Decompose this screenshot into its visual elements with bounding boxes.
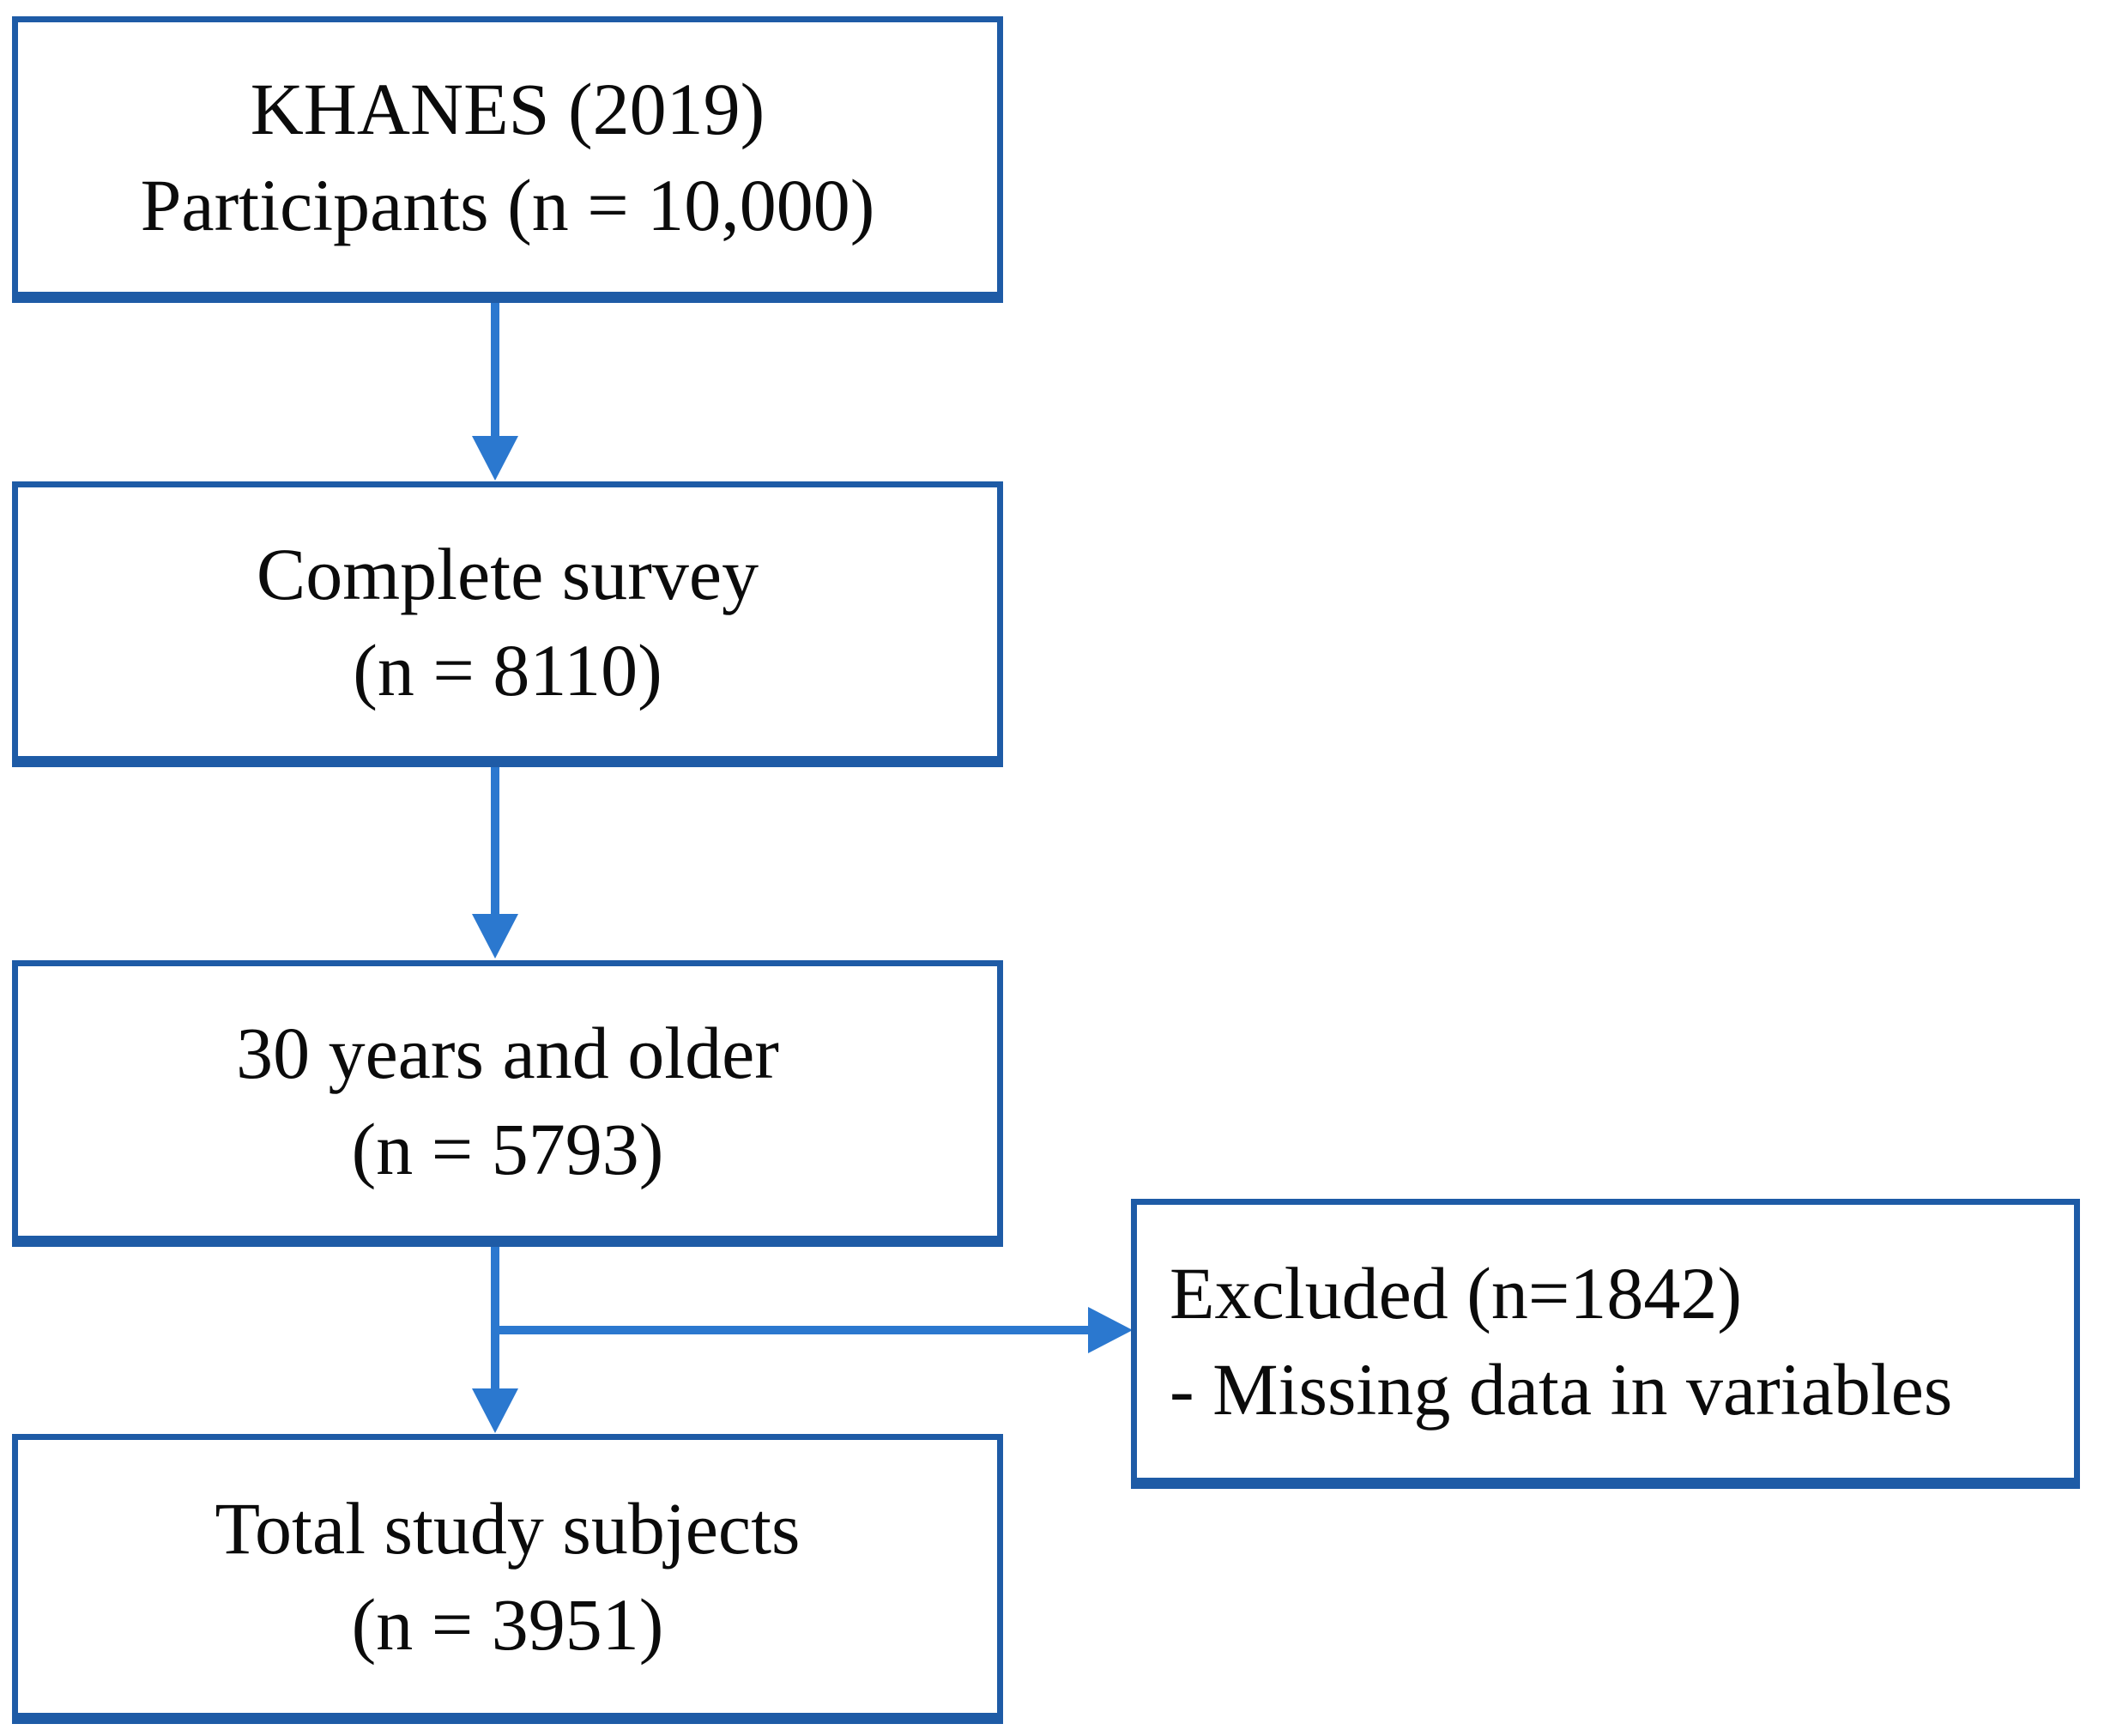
box-total-subjects: Total study subjects (n = 3951) (12, 1434, 1003, 1724)
box-participants-line2: Participants (n = 10,000) (140, 164, 875, 246)
box-complete-survey: Complete survey (n = 8110) (12, 481, 1003, 767)
box-excluded-line1: Excluded (n=1842) (1170, 1252, 1743, 1334)
box-age-30-older-line2: (n = 5793) (351, 1108, 664, 1190)
box-participants: KHANES (2019) Participants (n = 10,000) (12, 16, 1003, 303)
arrowhead-down-icon (472, 914, 518, 959)
box-age-30-older-line1: 30 years and older (236, 1012, 779, 1094)
box-age-30-older: 30 years and older (n = 5793) (12, 960, 1003, 1247)
arrow-participants-to-survey-line (491, 303, 499, 438)
box-total-subjects-line1: Total study subjects (215, 1487, 801, 1570)
box-complete-survey-line2: (n = 8110) (353, 628, 662, 711)
arrow-age-to-total-line (491, 1247, 499, 1390)
box-excluded-line2: - Missing data in variables (1170, 1348, 1953, 1431)
arrowhead-right-icon (1088, 1307, 1133, 1353)
arrow-survey-to-age-line (491, 767, 499, 916)
arrow-age-to-excluded-line (491, 1326, 1091, 1334)
arrowhead-down-icon (472, 436, 518, 481)
box-participants-line1: KHANES (2019) (250, 68, 765, 150)
arrowhead-down-icon (472, 1388, 518, 1433)
box-excluded: Excluded (n=1842) - Missing data in vari… (1131, 1199, 2080, 1489)
box-total-subjects-line2: (n = 3951) (351, 1583, 664, 1666)
box-complete-survey-line1: Complete survey (256, 532, 759, 615)
